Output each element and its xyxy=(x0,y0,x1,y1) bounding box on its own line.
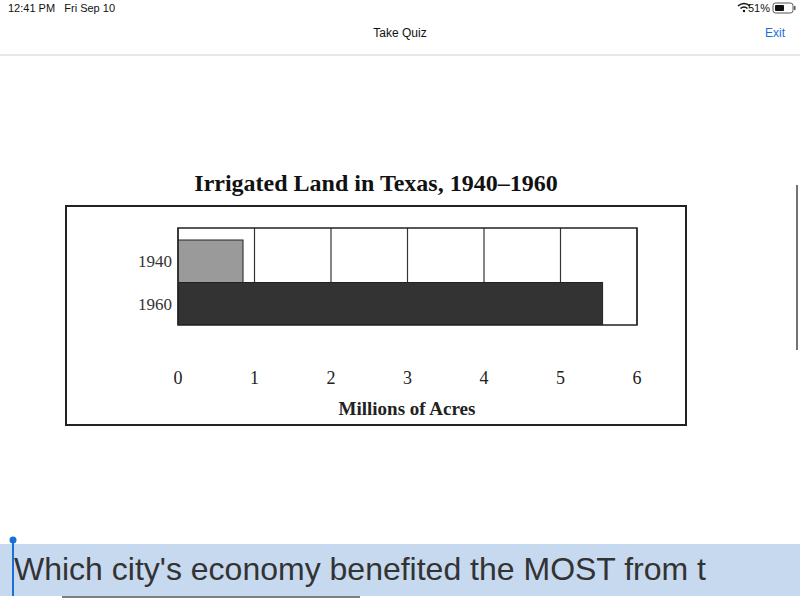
tick-label: 5 xyxy=(556,368,565,388)
chart-frame xyxy=(66,206,686,425)
scroll-edge xyxy=(796,185,798,350)
bar xyxy=(178,240,243,283)
x-axis-label: Millions of Acres xyxy=(339,398,476,419)
tick-label: 3 xyxy=(403,368,412,388)
battery-outline xyxy=(773,3,793,13)
header-title: Take Quiz xyxy=(373,26,426,40)
header-divider xyxy=(0,55,800,56)
status-time: 12:41 PM Fri Sep 10 xyxy=(8,2,115,14)
category-label: 1940 xyxy=(138,252,172,271)
battery-tip xyxy=(794,6,796,10)
chart-title: Irrigated Land in Texas, 1940–1960 xyxy=(194,170,557,196)
exit-button[interactable]: Exit xyxy=(765,26,786,40)
screen: 12:41 PM Fri Sep 10 51% Take Quiz Exit Irrig… xyxy=(0,0,800,600)
bar xyxy=(178,283,603,326)
chart: Irrigated Land in Texas, 1940–1960 0 1 2 3 4 5… xyxy=(66,170,686,425)
status-battery: 51% xyxy=(748,2,770,14)
wifi-arc xyxy=(741,7,748,9)
text-highlight xyxy=(0,544,800,596)
page: 12:41 PM Fri Sep 10 51% Take Quiz Exit Irrig… xyxy=(0,0,800,600)
tick-label: 2 xyxy=(327,368,336,388)
wifi-dot xyxy=(743,10,745,12)
plot-frame xyxy=(178,228,637,325)
underline xyxy=(62,596,360,598)
category-label: 1960 xyxy=(138,295,172,314)
tick-label: 0 xyxy=(174,368,183,388)
question-text: Which city's economy benefited the MOST … xyxy=(14,551,706,587)
battery-fill xyxy=(775,5,784,11)
tick-label: 1 xyxy=(250,368,259,388)
bars xyxy=(178,240,603,325)
cursor-handle xyxy=(10,537,17,544)
tick-label: 6 xyxy=(633,368,642,388)
tick-label: 4 xyxy=(480,368,489,388)
